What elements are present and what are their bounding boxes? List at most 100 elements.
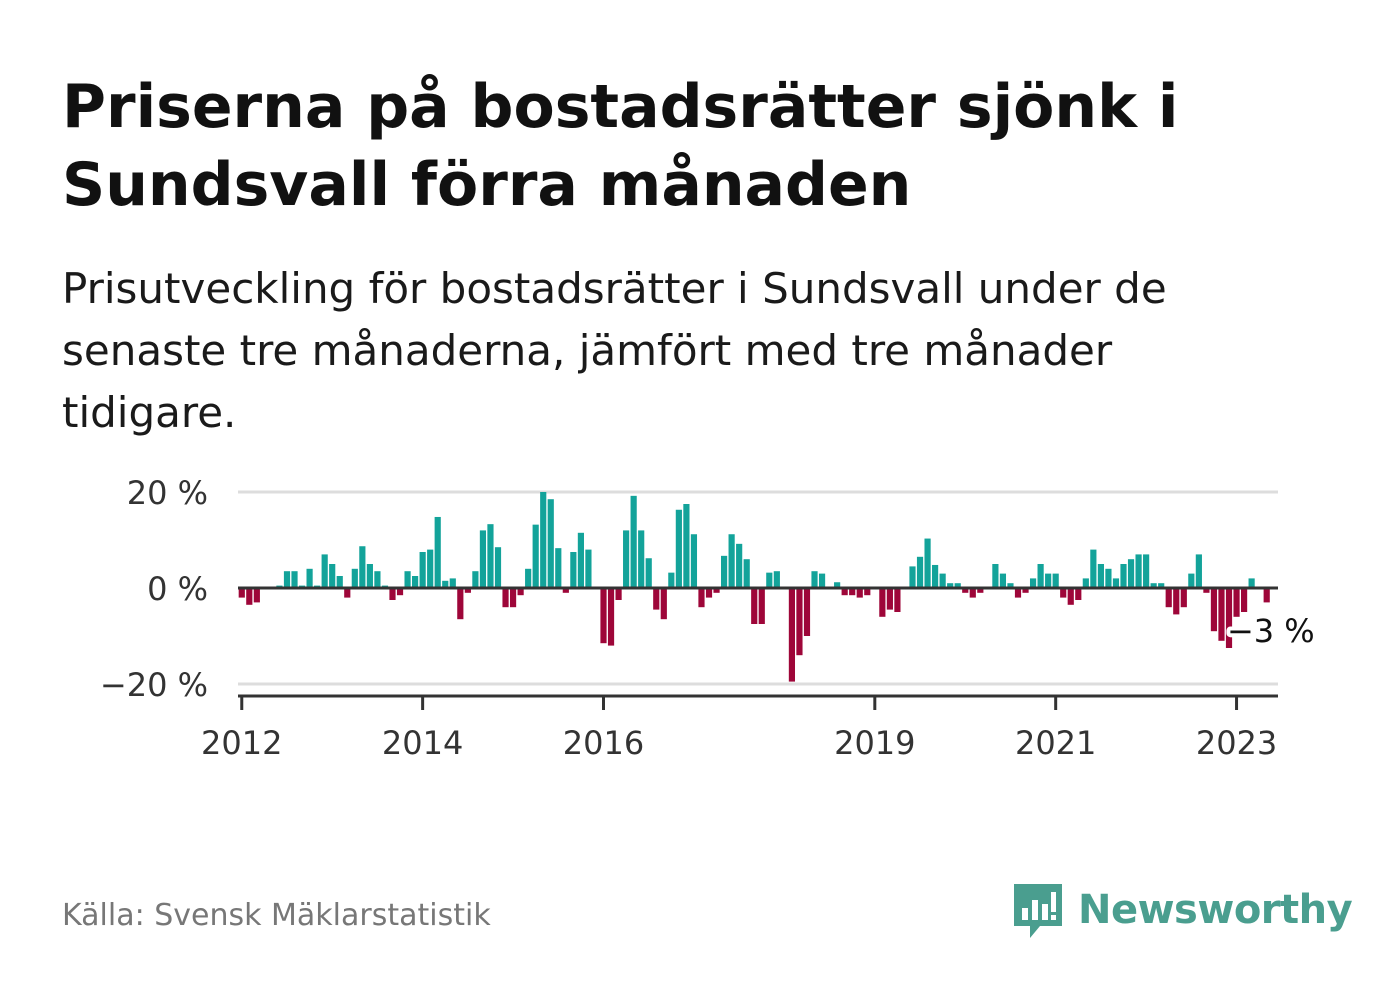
- bar: [359, 546, 366, 588]
- axes: [238, 586, 1278, 710]
- bar: [818, 573, 826, 588]
- bar: [517, 588, 524, 596]
- bar: [336, 576, 343, 588]
- y-tick-label: −20 %: [100, 666, 208, 704]
- bar: [396, 588, 404, 596]
- brand-name: Newsworthy: [1078, 887, 1353, 933]
- bar: [999, 573, 1007, 588]
- x-tick-label: 2016: [563, 724, 644, 762]
- bar: [283, 571, 291, 588]
- bar: [962, 588, 969, 593]
- bar: [849, 588, 856, 596]
- bar: [728, 534, 735, 588]
- bar: [419, 552, 426, 588]
- bar: [645, 558, 652, 588]
- bar: [1007, 583, 1014, 588]
- bar: [472, 571, 479, 588]
- bar: [1150, 583, 1157, 588]
- bar: [909, 566, 916, 588]
- bar: [1233, 588, 1240, 617]
- bar: [683, 504, 690, 588]
- bar: [713, 588, 720, 593]
- bar: [329, 564, 336, 588]
- bar: [487, 524, 494, 588]
- bar: [856, 588, 863, 598]
- bar: [675, 509, 682, 588]
- bar: [864, 588, 871, 596]
- bar: [668, 572, 675, 588]
- bar: [1105, 568, 1112, 588]
- bar: [1097, 564, 1104, 588]
- bar: [1143, 554, 1150, 588]
- bar: [1165, 588, 1172, 608]
- bar: [1112, 578, 1120, 588]
- bar: [743, 559, 750, 588]
- y-tick-label: 0 %: [147, 570, 208, 608]
- bar: [1075, 588, 1082, 600]
- bar: [1195, 554, 1202, 588]
- annotation-label: −3 %: [1227, 612, 1315, 650]
- bar: [630, 495, 637, 588]
- x-tick-label: 2021: [1015, 724, 1096, 762]
- newsworthy-logo[interactable]: Newsworthy: [1010, 878, 1353, 942]
- bar: [992, 564, 999, 588]
- bar: [698, 588, 705, 608]
- bar: [585, 549, 592, 588]
- bar: [502, 588, 509, 608]
- bar: [577, 532, 584, 588]
- chart-title: Priserna på bostadsrätter sjönk i Sundsv…: [62, 72, 1179, 220]
- bar: [555, 548, 562, 588]
- bar: [841, 588, 848, 596]
- bar: [894, 588, 901, 612]
- x-tick-label: 2014: [382, 724, 463, 762]
- bar: [449, 578, 456, 588]
- bar: [374, 571, 381, 588]
- x-tick-label: 2023: [1196, 724, 1277, 762]
- bar: [562, 588, 569, 593]
- bar: [932, 564, 939, 588]
- bar: [479, 530, 487, 588]
- bar: [525, 568, 532, 588]
- bar: [1180, 588, 1187, 608]
- bar: [457, 588, 464, 620]
- x-tick-label: 2019: [834, 724, 915, 762]
- bar: [1022, 588, 1029, 593]
- bar: [607, 588, 615, 646]
- bar: [1218, 588, 1225, 641]
- bar: [834, 582, 841, 588]
- bar: [1082, 578, 1089, 588]
- bar: [736, 543, 743, 588]
- bar: [366, 564, 373, 588]
- bar: [773, 571, 780, 588]
- bar: [1037, 564, 1044, 588]
- tick-labels: 20 % 0 % −20 % 2012 2014 2016 2019 2021 2023: [100, 474, 1277, 762]
- bar: [690, 534, 698, 588]
- bar: [796, 588, 803, 656]
- y-tick-label: 20 %: [127, 474, 208, 512]
- bar: [615, 588, 622, 600]
- bar: [803, 588, 811, 636]
- bar: [947, 583, 954, 588]
- bar: [464, 588, 471, 593]
- bar: [389, 588, 396, 600]
- bar: [509, 588, 517, 608]
- bar: [1052, 573, 1059, 588]
- bar: [1045, 573, 1052, 588]
- bar: [1210, 588, 1218, 632]
- bar: [1090, 549, 1097, 588]
- bar: [412, 576, 419, 588]
- bar: [1248, 578, 1255, 588]
- bar: [434, 516, 441, 588]
- bar: [570, 552, 577, 588]
- bar: [916, 556, 924, 588]
- bar: [1029, 578, 1037, 588]
- bar: [924, 538, 931, 588]
- bar: [721, 555, 728, 588]
- bar: [532, 524, 539, 588]
- bar: [623, 530, 630, 588]
- bar: [1135, 554, 1142, 588]
- bar: [751, 588, 758, 624]
- bar: [705, 588, 713, 598]
- bar: [321, 554, 328, 588]
